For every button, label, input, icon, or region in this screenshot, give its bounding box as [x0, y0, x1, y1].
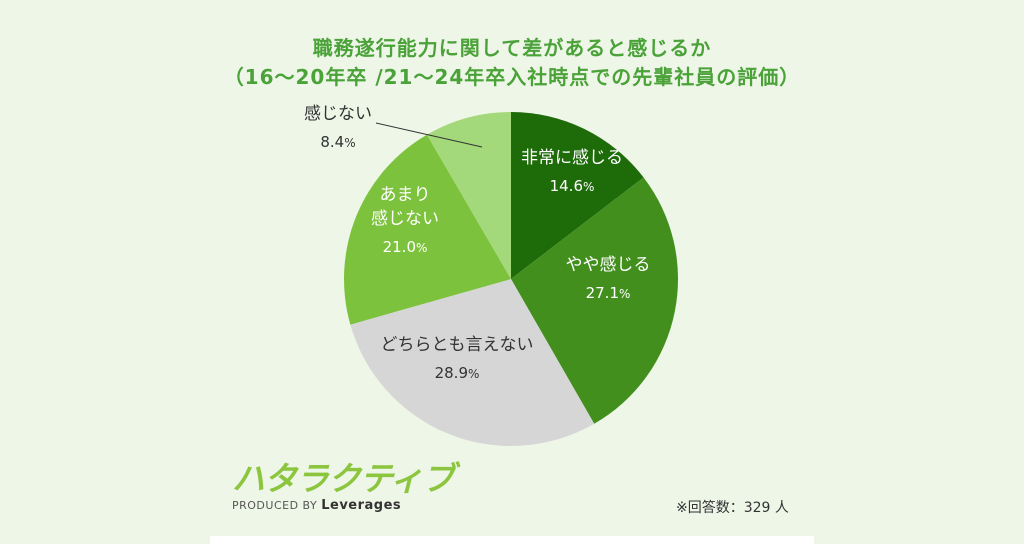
pie-slice-4: [344, 134, 511, 325]
hataractive-logo: ハタラクティブ PRODUCED BY Leverages: [232, 459, 455, 514]
slice-value-5: 8.4%: [320, 133, 355, 151]
leader-line: [375, 122, 483, 148]
pie-slice-5: [426, 112, 511, 279]
logo-mark: ハタラクティブ: [232, 459, 455, 498]
slice-label-3-line-1: どちらとも言えない: [381, 335, 534, 355]
pie-slice-1: [511, 112, 644, 279]
chart-title-line1: 職務遂行能力に関して差があると感じるか: [312, 36, 712, 60]
slice-label-4-line-2: 感じない: [371, 209, 439, 229]
slice-value-3: 28.9%: [435, 364, 480, 382]
slice-label-2-line-1: やや感じる: [566, 255, 651, 275]
logo-company: Leverages: [321, 498, 402, 513]
pie-slice-2: [511, 177, 678, 424]
slice-label-4-line-1: あまり: [380, 185, 431, 205]
response-count-note: ※回答数：329 人: [676, 500, 789, 516]
logo-subline: PRODUCED BY Leverages: [232, 498, 454, 513]
slice-value-1: 14.6%: [550, 177, 595, 195]
bottom-band: [210, 536, 814, 544]
slice-value-4: 21.0%: [383, 238, 428, 256]
slice-label-5-line-1: 感じない: [304, 104, 372, 124]
pie-slice-3: [350, 279, 595, 446]
chart-title-line2: （16～20年卒 /21～24年卒入社時点での先輩社員の評価）: [223, 65, 801, 89]
slice-label-1-line-1: 非常に感じる: [521, 148, 623, 168]
logo-produced-by: PRODUCED BY: [232, 499, 318, 512]
slice-value-2: 27.1%: [586, 284, 631, 302]
